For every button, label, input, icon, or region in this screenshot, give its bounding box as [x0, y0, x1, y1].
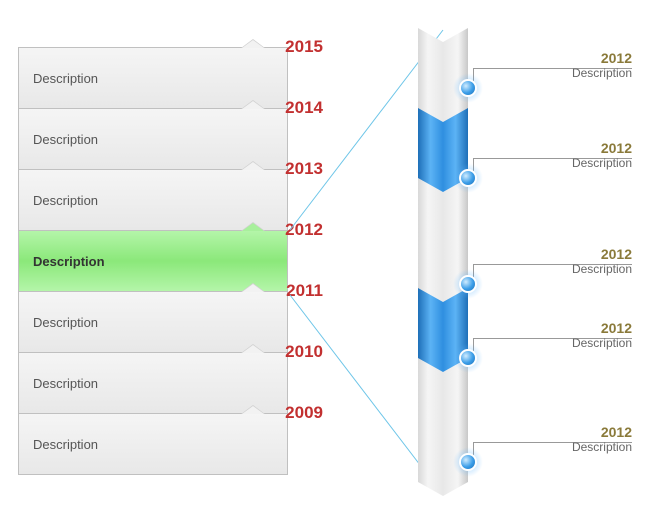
detail-item: 2012Description	[520, 50, 640, 80]
detail-item: 2012Description	[520, 320, 640, 350]
row-year: 2011	[286, 281, 323, 301]
notch-icon	[241, 222, 265, 231]
detail-item: 2012Description	[520, 246, 640, 276]
detail-description: Description	[520, 66, 640, 80]
row-year: 2010	[285, 342, 323, 362]
detail-year: 2012	[520, 320, 640, 336]
notch-icon	[241, 283, 265, 292]
detail-year: 2012	[520, 246, 640, 262]
detail-year: 2012	[520, 140, 640, 156]
row-year: 2009	[285, 403, 323, 423]
detail-year: 2012	[520, 424, 640, 440]
detail-description: Description	[520, 262, 640, 276]
timeline-infographic: Description 2015 Description 2014 Descri…	[0, 0, 650, 517]
row-description: Description	[33, 437, 98, 452]
notch-icon	[241, 405, 265, 414]
timeline-marker-icon	[459, 453, 477, 471]
timeline-marker-icon	[459, 275, 477, 293]
row-description: Description	[33, 376, 98, 391]
timeline-marker-icon	[459, 169, 477, 187]
detail-description: Description	[520, 440, 640, 454]
row-year: 2012	[285, 220, 323, 240]
detail-year: 2012	[520, 50, 640, 66]
timeline-marker-icon	[459, 79, 477, 97]
notch-icon	[241, 161, 265, 170]
row-description: Description	[33, 315, 98, 330]
row-year: 2013	[285, 159, 323, 179]
row-year: 2014	[285, 98, 323, 118]
notch-icon	[241, 100, 265, 109]
row-year: 2015	[285, 37, 323, 57]
detail-item: 2012Description	[520, 424, 640, 454]
detail-description: Description	[520, 156, 640, 170]
timeline-marker-icon	[459, 349, 477, 367]
row-description: Description	[33, 254, 105, 269]
detail-item: 2012Description	[520, 140, 640, 170]
row-description: Description	[33, 71, 98, 86]
row-description: Description	[33, 193, 98, 208]
detail-description: Description	[520, 336, 640, 350]
timeline-row[interactable]: Description 2009	[18, 413, 288, 475]
row-description: Description	[33, 132, 98, 147]
left-timeline: Description 2015 Description 2014 Descri…	[18, 48, 318, 475]
notch-icon	[241, 344, 265, 353]
notch-icon	[241, 39, 265, 48]
